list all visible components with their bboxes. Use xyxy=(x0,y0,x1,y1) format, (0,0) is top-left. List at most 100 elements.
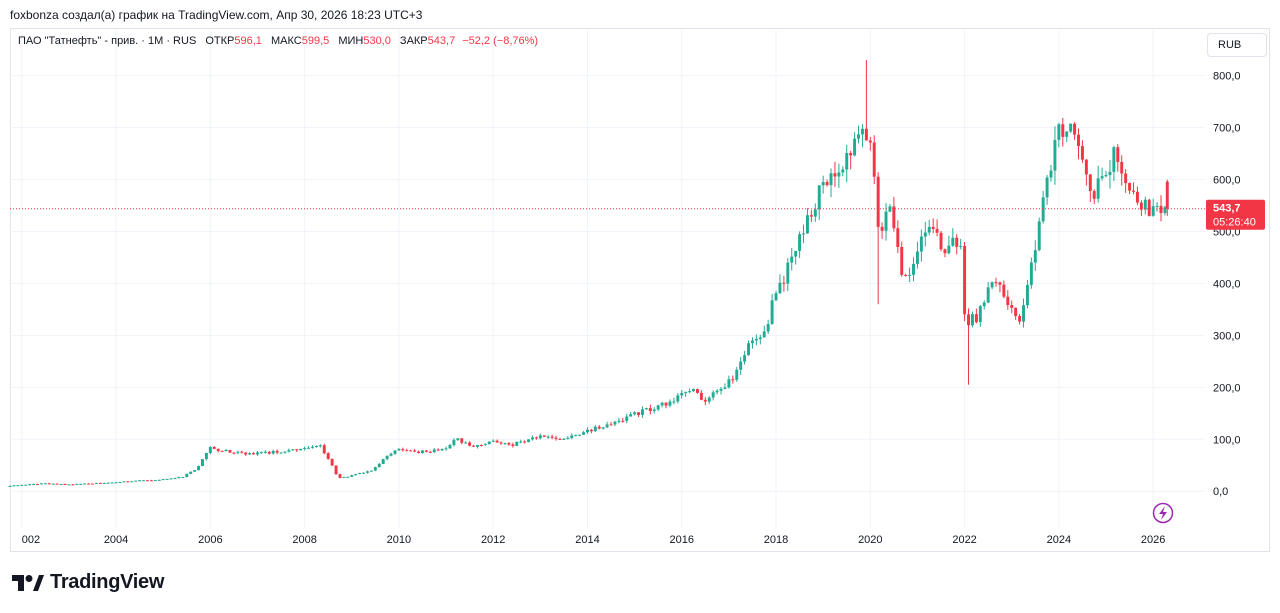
candle-body xyxy=(354,474,358,476)
x-tick-label: 2004 xyxy=(104,534,128,546)
candle-body xyxy=(923,232,927,237)
candle-body xyxy=(554,437,558,439)
candle-body xyxy=(762,331,766,338)
low-label: МИН xyxy=(338,35,364,47)
x-axis: 002 2004 2006 2008 2010 2012 2014 2016 2018 2020 2… xyxy=(22,534,1166,546)
candle-body xyxy=(507,443,511,445)
candle-body xyxy=(908,274,912,276)
last-price-tag-bg xyxy=(1206,199,1265,230)
candle-body xyxy=(1045,177,1049,198)
candle-body xyxy=(138,480,142,482)
candle-body xyxy=(900,247,904,275)
candle-body xyxy=(263,451,267,453)
candle-body xyxy=(644,408,648,410)
candle-body xyxy=(314,446,318,448)
x-tick-label: 2006 xyxy=(198,534,222,546)
candle-body xyxy=(149,480,153,482)
candle-body xyxy=(1163,207,1167,214)
y-tick-label: 600,0 xyxy=(1213,174,1241,186)
candle-body xyxy=(287,450,291,452)
candle-body xyxy=(197,465,201,471)
candle-body xyxy=(102,482,106,484)
low-value: 530,0 xyxy=(363,35,391,47)
candle-body xyxy=(699,392,703,400)
candle-body xyxy=(491,440,495,442)
candle-body xyxy=(1010,305,1014,308)
lightning-icon[interactable] xyxy=(1152,502,1174,524)
candle-body xyxy=(146,480,149,482)
candle-body xyxy=(87,483,91,485)
candle-body xyxy=(173,478,177,480)
tradingview-logo[interactable]: TradingView xyxy=(12,571,164,594)
candle-body xyxy=(377,463,381,468)
candle-body xyxy=(122,481,126,483)
candle-body xyxy=(955,237,959,247)
candle-body xyxy=(727,379,731,388)
candle-body xyxy=(244,452,248,455)
candle-body xyxy=(967,314,970,326)
candle-body xyxy=(75,483,79,485)
candle-body xyxy=(134,480,138,482)
x-tick-label: 2008 xyxy=(292,534,316,546)
candle-body xyxy=(684,391,688,393)
candle-body xyxy=(307,447,311,449)
candle-body xyxy=(432,449,436,453)
candle-body xyxy=(904,274,908,276)
candle-body xyxy=(193,470,197,472)
candle-body xyxy=(358,473,362,475)
candle-body xyxy=(228,449,232,453)
candle-body xyxy=(267,451,271,454)
candle-body xyxy=(648,408,652,411)
candle-body xyxy=(322,445,326,454)
candle-body xyxy=(813,209,817,217)
candle-body xyxy=(421,450,424,454)
candle-body xyxy=(350,475,354,477)
candle-body xyxy=(947,245,951,254)
candle-body xyxy=(275,450,279,453)
candle-body xyxy=(880,226,884,231)
candle-body xyxy=(974,314,978,323)
candle-body xyxy=(688,391,692,393)
candle-body xyxy=(625,416,629,421)
candle-body xyxy=(16,485,20,487)
candle-body xyxy=(299,448,303,451)
candle-body xyxy=(452,439,456,446)
candle-body xyxy=(1165,181,1169,209)
candle-body xyxy=(499,442,503,444)
candle-body xyxy=(318,445,322,447)
candle-body xyxy=(381,459,385,464)
candle-body xyxy=(1092,191,1096,199)
candle-body xyxy=(475,445,479,447)
candle-body xyxy=(483,444,487,446)
candle-body xyxy=(750,340,754,344)
symbol-label[interactable]: ПАО "Татнефть" - прив. · 1М · RUS xyxy=(18,35,197,47)
candle-body xyxy=(366,471,369,473)
candle-body xyxy=(1112,147,1116,172)
currency-button[interactable]: RUB xyxy=(1207,33,1267,57)
x-tick-label: 2022 xyxy=(952,534,976,546)
candle-body xyxy=(397,449,401,451)
candle-body xyxy=(28,484,32,486)
candle-body xyxy=(896,228,900,248)
x-tick-label: 2010 xyxy=(387,534,411,546)
candle-body xyxy=(428,451,432,453)
candle-body xyxy=(409,450,413,452)
candle-body xyxy=(401,449,405,451)
candle-body xyxy=(802,233,805,235)
candle-body xyxy=(1116,147,1120,162)
x-tick-label: 2016 xyxy=(670,534,694,546)
x-tick-label: 2014 xyxy=(575,534,599,546)
open-label: ОТКР xyxy=(205,35,235,47)
candle-body xyxy=(330,458,334,466)
grid-lines xyxy=(10,30,1205,528)
candle-body xyxy=(311,446,314,448)
candle-body xyxy=(919,236,923,252)
candle-body xyxy=(153,480,157,482)
candle-body xyxy=(204,453,208,460)
candle-body xyxy=(872,142,876,177)
candle-body xyxy=(1128,183,1132,191)
candle-body xyxy=(523,441,527,443)
candle-body xyxy=(389,453,393,456)
candle-body xyxy=(542,435,546,437)
